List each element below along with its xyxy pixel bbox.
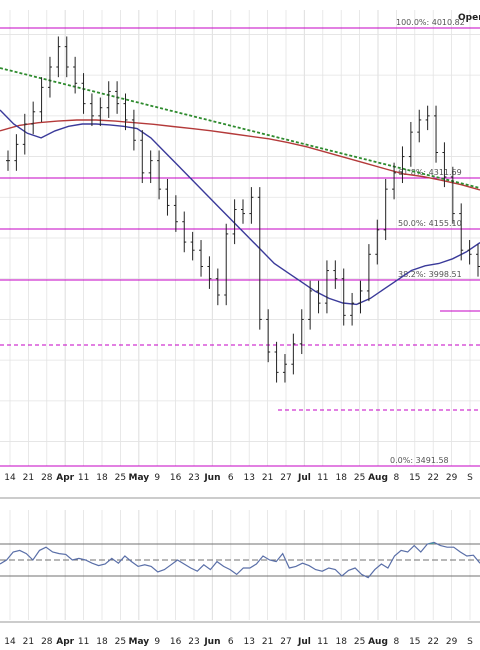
x-tick-label: 28 <box>41 473 53 483</box>
moving-average-short <box>0 109 480 306</box>
reference-lines <box>0 310 480 411</box>
x-tick-label: 18 <box>335 637 347 647</box>
x-tick-label: 15 <box>409 473 420 483</box>
x-tick-label: 23 <box>188 637 199 647</box>
x-axis-top: 14 21 28 Apr 11 18 25 May 9 16 23 Jun 6 13 21 27 Jul 11 18… <box>4 473 473 483</box>
x-tick-label: Apr <box>56 473 74 483</box>
x-tick-label: 18 <box>335 473 347 483</box>
x-tick-label: 15 <box>409 637 420 647</box>
x-tick-label: Jun <box>203 473 220 483</box>
x-tick-label: 21 <box>262 637 273 647</box>
ma-long-line <box>0 119 480 191</box>
x-tick-label: 9 <box>154 637 160 647</box>
x-tick-label: 14 <box>4 473 16 483</box>
x-tick-label: 22 <box>427 473 438 483</box>
fib-label: 0.0%: 3491.58 <box>390 456 449 465</box>
x-tick-label: 25 <box>115 637 126 647</box>
ma-short-line <box>0 109 480 306</box>
x-tick-label: S <box>467 637 473 647</box>
x-tick-label: 13 <box>243 473 254 483</box>
fib-label: 61.8%: 4311.69 <box>398 168 462 177</box>
x-tick-label: 6 <box>228 637 234 647</box>
x-tick-label: Jun <box>203 637 220 647</box>
x-tick-label: S <box>467 473 473 483</box>
oscillator-overbought-fill <box>427 542 434 544</box>
fib-label: 50.0%: 4155.10 <box>398 219 462 228</box>
x-tick-label: 21 <box>23 637 34 647</box>
x-tick-label: 25 <box>115 473 126 483</box>
x-tick-label: Jul <box>297 637 311 647</box>
trendline-line <box>0 67 480 189</box>
x-tick-label: May <box>128 637 149 647</box>
oscillator-path <box>0 541 480 579</box>
x-tick-label: 22 <box>427 637 438 647</box>
x-axis-bottom: 14 21 28 Apr 11 18 25 May 9 16 23 Jun 6 13 21 27 Jul 11 18… <box>4 637 473 647</box>
x-tick-label: 13 <box>243 637 254 647</box>
x-tick-label: 11 <box>317 473 328 483</box>
corner-label: Open <box>458 13 480 23</box>
x-tick-label: 18 <box>96 473 108 483</box>
trendline <box>0 67 480 189</box>
x-tick-label: 11 <box>78 473 89 483</box>
moving-average-long <box>0 119 480 191</box>
x-tick-label: 23 <box>188 473 199 483</box>
x-tick-label: 27 <box>280 637 291 647</box>
x-tick-label: Aug <box>368 473 388 483</box>
x-tick-label: 11 <box>317 637 328 647</box>
x-tick-label: 18 <box>96 637 108 647</box>
fib-label: 38.2%: 3998.51 <box>398 270 462 279</box>
x-tick-label: 16 <box>170 637 182 647</box>
x-tick-label: 8 <box>394 637 400 647</box>
x-tick-label: 29 <box>446 637 458 647</box>
oscillator-line <box>0 541 480 579</box>
x-tick-label: 21 <box>262 473 273 483</box>
x-tick-label: 11 <box>78 637 89 647</box>
x-tick-label: Aug <box>368 637 388 647</box>
x-tick-label: 27 <box>280 473 291 483</box>
x-tick-label: 9 <box>154 473 160 483</box>
x-tick-label: 25 <box>354 637 365 647</box>
fib-label: 100.0%: 4010.82 <box>396 18 465 27</box>
oscillator-bands <box>0 543 480 577</box>
x-tick-label: Apr <box>56 637 74 647</box>
x-tick-label: May <box>128 473 149 483</box>
x-tick-label: 8 <box>394 473 400 483</box>
x-tick-label: 16 <box>170 473 182 483</box>
x-tick-label: 29 <box>446 473 458 483</box>
x-tick-label: 25 <box>354 473 365 483</box>
x-tick-label: 21 <box>23 473 34 483</box>
x-tick-label: Jul <box>297 473 311 483</box>
price-bars <box>6 36 480 383</box>
x-tick-label: 6 <box>228 473 234 483</box>
x-tick-label: 28 <box>41 637 53 647</box>
x-tick-label: 14 <box>4 637 16 647</box>
